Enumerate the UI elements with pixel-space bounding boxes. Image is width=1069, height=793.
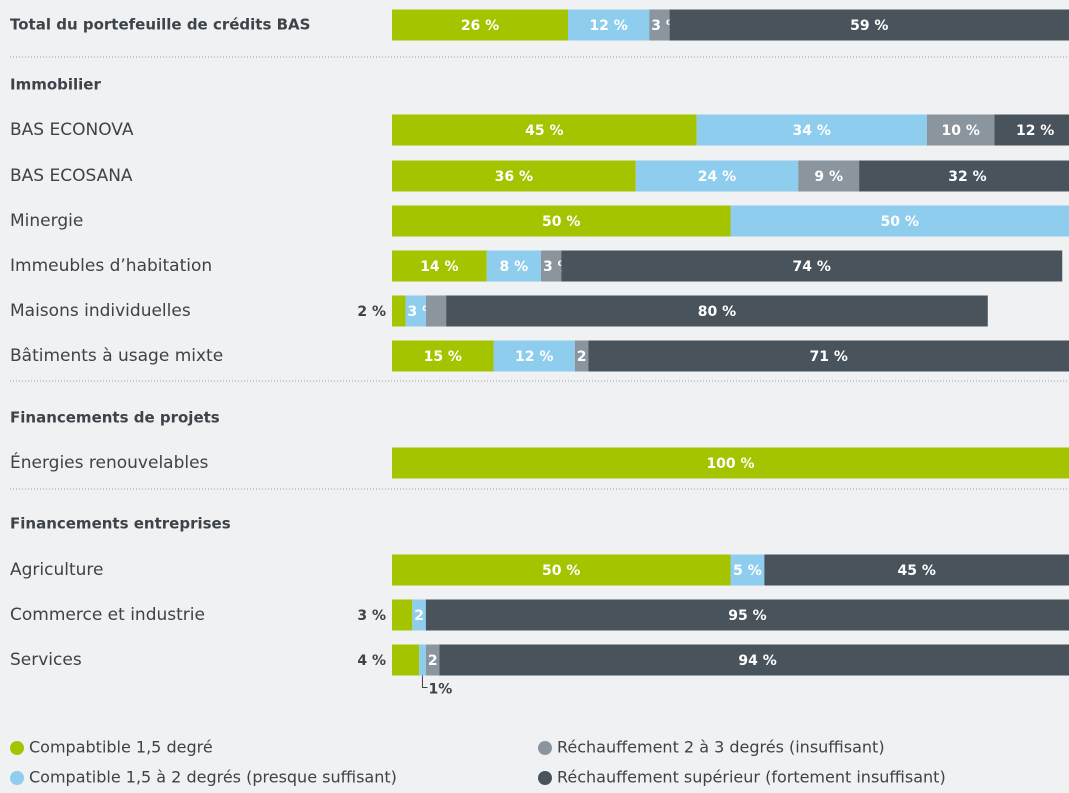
bar-segment [446, 295, 988, 327]
value-label: 3 % [357, 608, 386, 624]
bar-segment [730, 205, 1069, 237]
value-label: 32 % [948, 169, 986, 185]
section-header: Financements entreprises [10, 515, 231, 533]
category-label: Énergies renouvelables [10, 451, 209, 473]
category-label: Commerce et industrie [10, 605, 205, 625]
value-label: 12 % [515, 349, 553, 365]
bar-segment [439, 644, 1069, 676]
bar-segment [568, 9, 650, 41]
bar-segment [730, 554, 765, 586]
bar-segment [392, 9, 569, 41]
legend-label: Compabtible 1,5 degré [29, 738, 213, 757]
value-label: 74 % [793, 259, 831, 275]
category-label: Agriculture [10, 560, 104, 580]
legend-label: Réchauffement supérieur (fortement insuf… [557, 768, 946, 787]
category-label: Immeubles d’habitation [10, 256, 212, 276]
bar-segment [994, 114, 1069, 146]
bar-segment [392, 205, 731, 237]
category-label: Services [10, 650, 82, 670]
bar-segment [588, 340, 1069, 372]
bar-segment [540, 250, 562, 282]
bar-segment [425, 295, 447, 327]
value-label: 10 % [941, 123, 979, 139]
value-label: 34 % [793, 123, 831, 139]
value-label: 100 % [706, 456, 754, 472]
value-label: 71 % [809, 349, 847, 365]
legend-swatch [538, 741, 552, 755]
value-label: 50 % [542, 214, 580, 230]
bar-segment [574, 340, 589, 372]
bar-segment [392, 447, 1069, 479]
bar-segment [926, 114, 995, 146]
bar-segment [425, 599, 1069, 631]
value-label: 5 % [733, 563, 762, 579]
bar-segment [696, 114, 927, 146]
value-label: 12 % [1016, 123, 1054, 139]
leader-line [421, 675, 428, 688]
value-label: 12 % [589, 18, 627, 34]
category-label: Bâtiments à usage mixte [10, 346, 223, 366]
value-label: 59 % [850, 18, 888, 34]
value-label: 4 % [357, 653, 386, 669]
legend-swatch [10, 741, 24, 755]
bar-segment [392, 644, 420, 676]
bar-segment [635, 160, 799, 192]
value-label: 15 % [424, 349, 462, 365]
category-label: Maisons individuelles [10, 301, 191, 321]
value-label: 95 % [728, 608, 766, 624]
value-label: 36 % [495, 169, 533, 185]
bar-segment [392, 250, 487, 282]
legend-label: Réchauffement 2 à 3 degrés (insuffisant) [557, 738, 885, 757]
value-label: 14 % [420, 259, 458, 275]
bar-segment [392, 340, 494, 372]
bar-segment [486, 250, 541, 282]
section-header: Immobilier [10, 76, 101, 94]
bar-segment [425, 644, 440, 676]
bar-segment [392, 295, 406, 327]
bar-segment [859, 160, 1069, 192]
bar-segment [669, 9, 1069, 41]
section-header: Financements de projets [10, 409, 220, 427]
value-label: 50 % [881, 214, 919, 230]
bar-segment [405, 295, 426, 327]
value-label: 24 % [698, 169, 736, 185]
category-label: BAS ECONOVA [10, 120, 134, 140]
legend-swatch [10, 771, 24, 785]
category-label: Minergie [10, 211, 83, 231]
value-label: 45 % [525, 123, 563, 139]
bar-segment [392, 160, 636, 192]
value-label: 94 % [738, 653, 776, 669]
bar-segment [764, 554, 1069, 586]
bar-segment [392, 554, 731, 586]
bar-segment [392, 114, 697, 146]
bar-segment [392, 599, 413, 631]
value-label: 80 % [698, 304, 736, 320]
bar-segment [798, 160, 860, 192]
value-label: 2 % [357, 304, 386, 320]
bar-segment [649, 9, 670, 41]
bar-segment [493, 340, 575, 372]
value-label: 45 % [897, 563, 935, 579]
value-label: 1% [428, 682, 452, 698]
bar-segment [561, 250, 1063, 282]
value-label: 8 % [500, 259, 529, 275]
value-label: 26 % [461, 18, 499, 34]
value-label: 50 % [542, 563, 580, 579]
bar-segment [419, 644, 426, 676]
value-label: 9 % [814, 169, 843, 185]
category-label: BAS ECOSANA [10, 166, 133, 186]
category-label: Total du portefeuille de crédits BAS [10, 16, 310, 34]
legend-label: Compatible 1,5 à 2 degrés (presque suffi… [29, 768, 397, 787]
legend-swatch [538, 771, 552, 785]
bar-segment [412, 599, 426, 631]
